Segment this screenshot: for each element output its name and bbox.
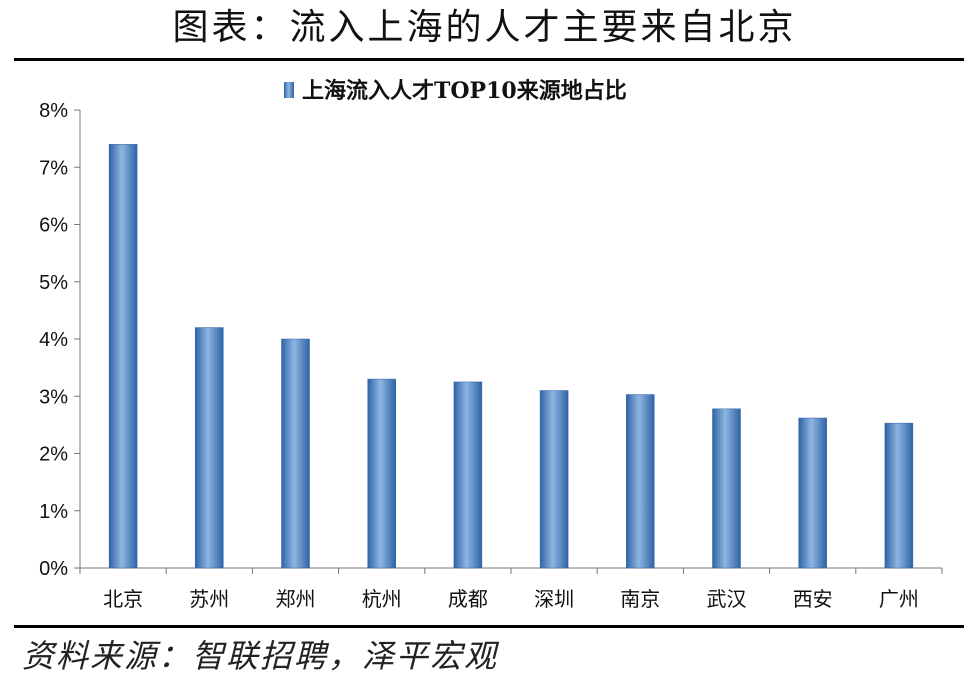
bar-3 (281, 338, 310, 569)
x-tick-labels: 北京 苏州 郑州 杭州 成都 深圳 南京 武汉 西安 广州 (103, 587, 919, 611)
page-title: 图表：流入上海的人才主要来自北京 (172, 7, 797, 48)
x-tick-label: 西安 (793, 587, 833, 611)
bar-4 (367, 378, 396, 569)
bar-7 (626, 394, 655, 569)
y-tick-label: 5% (39, 272, 68, 294)
y-tick-label: 7% (39, 157, 68, 179)
chart-axes (74, 109, 943, 574)
bar-chart: 上海流入人才TOP10来源地占比 0% 1% 2% 3% 4% 5% 6% 7% 8% 北京 苏州… (39, 78, 943, 611)
chart-bars (108, 144, 914, 569)
x-tick-label: 广州 (879, 587, 919, 611)
footer-divider (14, 625, 964, 628)
x-tick-label: 北京 (103, 587, 143, 611)
bar-6 (539, 390, 569, 569)
y-tick-label: 6% (39, 215, 68, 237)
x-tick-label: 南京 (620, 587, 660, 611)
x-tick-label: 深圳 (534, 587, 574, 611)
x-tick-label: 杭州 (362, 587, 402, 611)
y-tick-label: 2% (39, 444, 68, 466)
bar-1 (108, 144, 138, 569)
chart-legend: 上海流入人才TOP10来源地占比 (284, 78, 627, 104)
bar-9 (798, 417, 827, 569)
bar-10 (884, 422, 914, 569)
x-tick-label: 成都 (448, 587, 488, 611)
y-tick-label: 1% (39, 501, 68, 523)
y-tick-label: 0% (39, 558, 68, 580)
legend-swatch (284, 82, 294, 98)
y-tick-label: 3% (39, 386, 68, 408)
bar-5 (453, 381, 483, 569)
bar-8 (712, 408, 741, 569)
title-divider (14, 58, 964, 61)
legend-label: 上海流入人才TOP10来源地占比 (302, 78, 627, 104)
y-tick-label: 8% (39, 100, 68, 122)
y-tick-label: 4% (39, 329, 68, 351)
x-tick-label: 郑州 (276, 587, 316, 611)
bar-2 (195, 327, 224, 569)
y-tick-labels: 0% 1% 2% 3% 4% 5% 6% 7% 8% (39, 100, 68, 580)
x-tick-label: 苏州 (189, 587, 229, 611)
x-tick-label: 武汉 (707, 587, 747, 611)
source-note: 资料来源：智联招聘，泽平宏观 (22, 637, 499, 675)
